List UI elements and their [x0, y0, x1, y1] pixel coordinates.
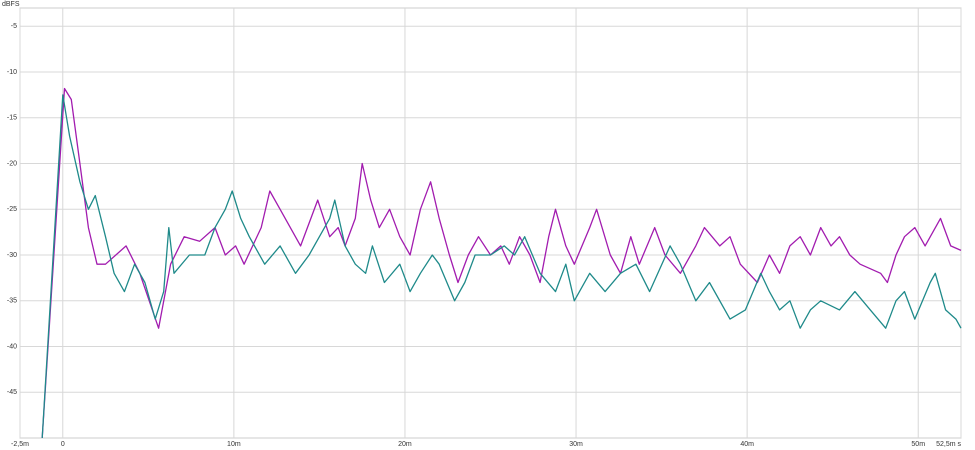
y-tick-label: -30	[7, 252, 17, 259]
y-tick-label: -15	[7, 115, 17, 122]
x-tick-label: 40m	[740, 441, 754, 448]
y-tick-label: -20	[7, 160, 17, 167]
y-tick-label: -5	[11, 23, 17, 30]
y-tick-label: -40	[7, 343, 17, 350]
x-tick-label: 30m	[569, 441, 583, 448]
series-line	[41, 94, 962, 439]
y-tick-label: -45	[7, 389, 17, 396]
x-tick-label: 0	[61, 441, 65, 448]
y-axis-label: dBFS	[2, 1, 20, 8]
x-tick-label: -2,5m	[11, 441, 29, 448]
y-tick-label: -25	[7, 206, 17, 213]
x-tick-label: 20m	[398, 441, 412, 448]
x-tick-label: 10m	[227, 441, 241, 448]
y-tick-label: -10	[7, 69, 17, 76]
y-tick-label: -35	[7, 298, 17, 305]
series-line	[41, 87, 962, 439]
x-tick-label: 52,5m s	[936, 441, 961, 448]
x-tick-label: 50m	[911, 441, 925, 448]
